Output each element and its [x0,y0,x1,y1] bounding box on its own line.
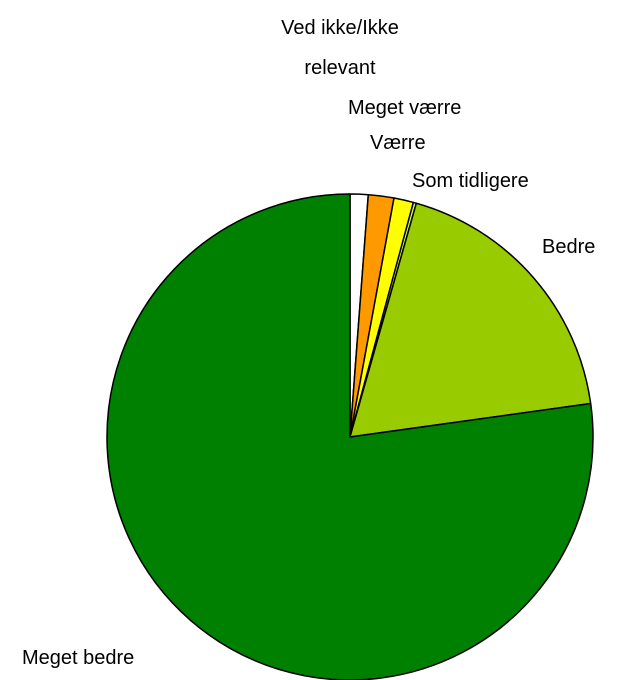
slice-label: Værre [370,132,426,154]
slice-label: Ved ikke/Ikke relevant [281,17,399,79]
slice-label: Meget bedre [22,647,135,669]
slice-label: Meget værre [348,97,462,119]
pie-slice [349,202,592,438]
pie-slice [106,193,594,680]
slice-label: Som tidligere [412,170,529,192]
slice-label: Bedre [542,236,596,258]
